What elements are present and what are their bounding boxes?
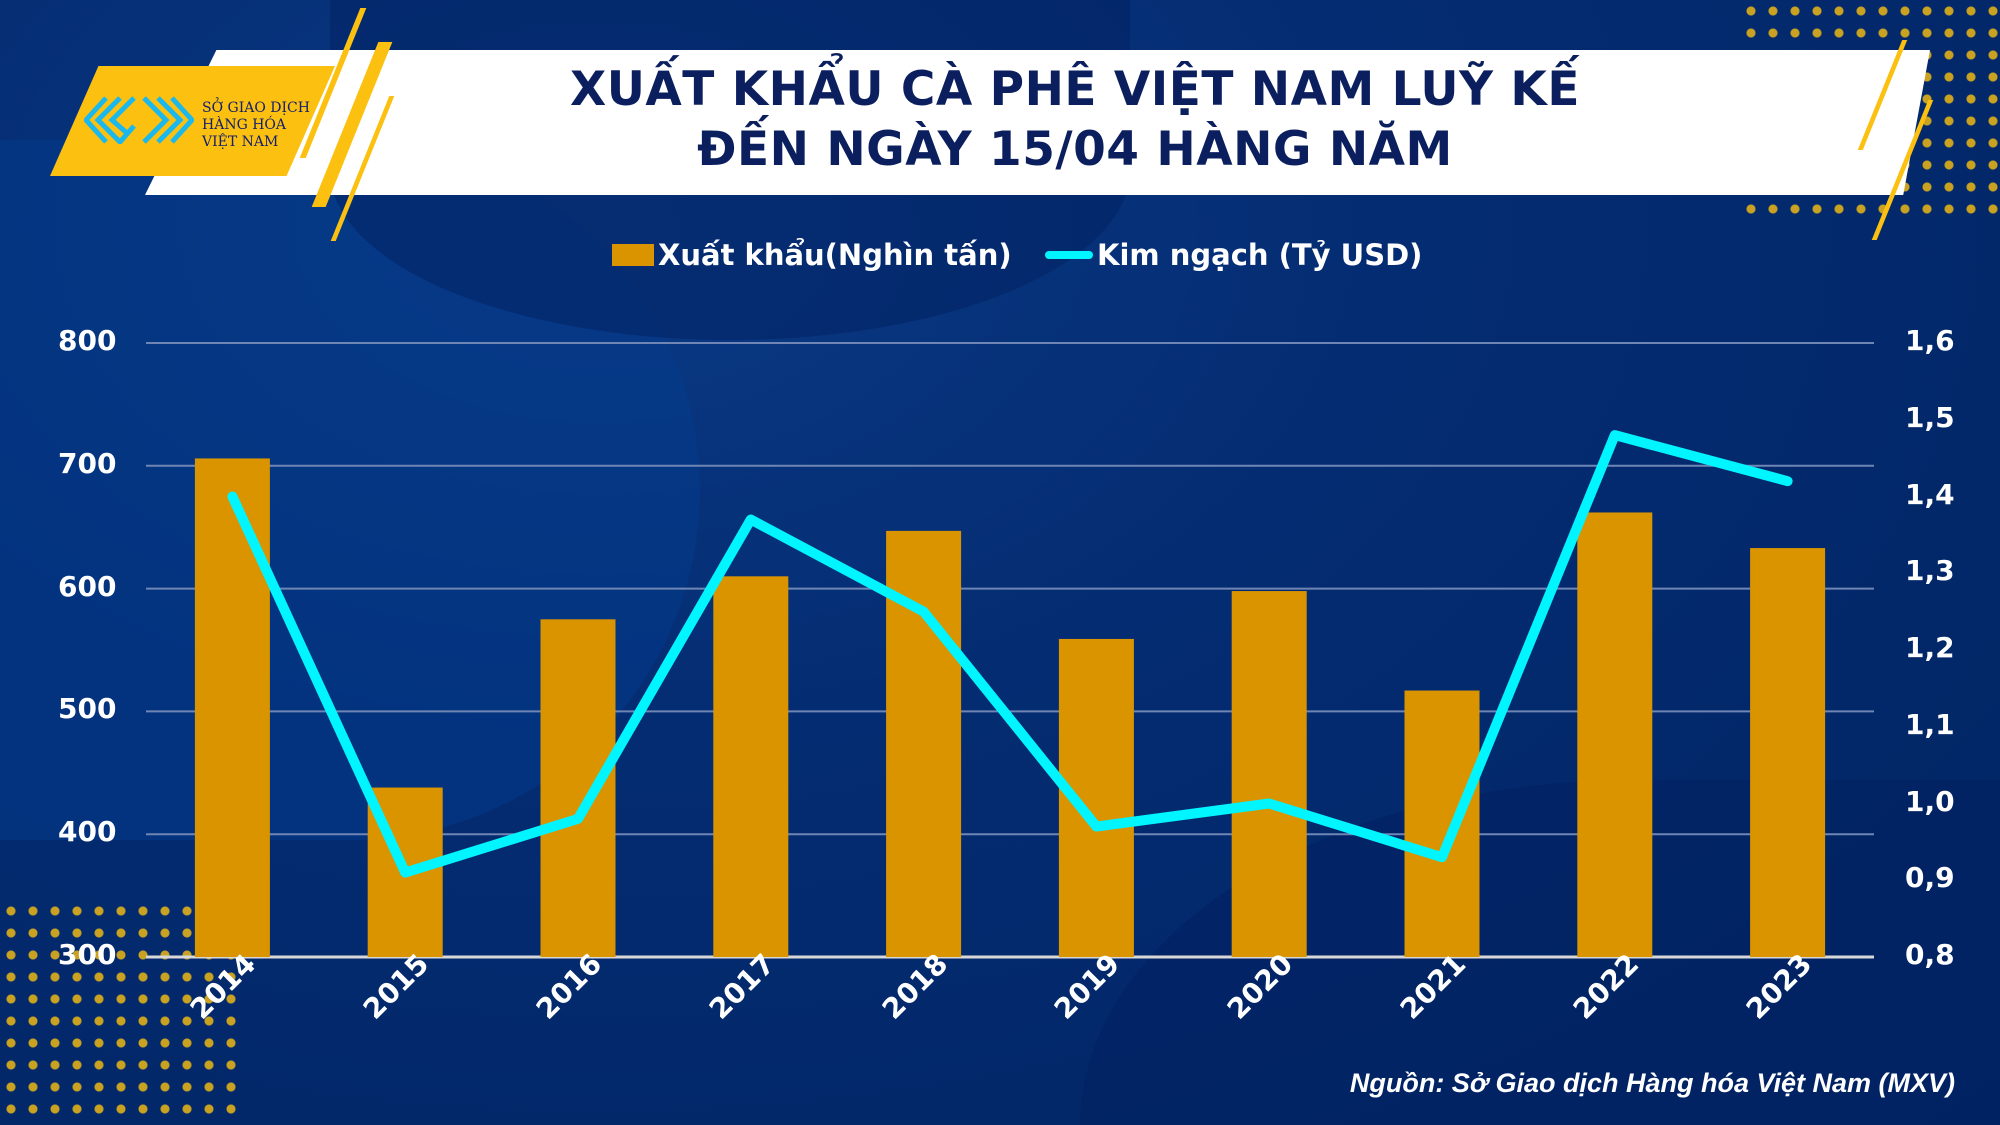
bar-2017 xyxy=(713,576,789,957)
maze-logo-icon xyxy=(84,96,194,144)
line-point-2014 xyxy=(231,495,234,498)
bar-2021 xyxy=(1404,690,1480,957)
bar-2020 xyxy=(1231,591,1307,957)
kim-ngach-line xyxy=(227,430,1793,878)
y-right-tick-label: 1,0 xyxy=(1905,784,1955,818)
y-right-tick-label: 0,9 xyxy=(1905,861,1955,895)
y-left-tick-label: 400 xyxy=(58,815,117,849)
line-point-2016 xyxy=(577,817,579,820)
legend-item-line: Kim ngạch (Tỷ USD) xyxy=(1045,238,1422,272)
y-left-tick-label: 700 xyxy=(58,446,117,480)
legend-swatch-line xyxy=(1045,251,1093,259)
y-left-tick-label: 600 xyxy=(58,569,117,603)
chart-title-line1: XUẤT KHẨU CÀ PHÊ VIỆT NAM LUỸ KẾ xyxy=(570,62,1580,117)
line-point-2022 xyxy=(1613,434,1616,437)
logo-text: SỞ GIAO DỊCH HÀNG HÓA VIỆT NAM xyxy=(202,100,310,151)
bar-2016 xyxy=(540,619,616,957)
logo-line: HÀNG HÓA xyxy=(202,117,286,133)
line-point-2023 xyxy=(1786,480,1789,483)
legend-item-bar: Xuất khẩu(Nghìn tấn) xyxy=(612,238,1012,272)
logo-line: SỞ GIAO DỊCH xyxy=(202,100,310,116)
logo-line: VIỆT NAM xyxy=(202,134,279,150)
y-right-tick-label: 0,8 xyxy=(1905,938,1955,971)
line-point-2021 xyxy=(1441,856,1443,859)
legend-label: Kim ngạch (Tỷ USD) xyxy=(1097,238,1423,272)
source-note: Nguồn: Sở Giao dịch Hàng hóa Việt Nam (M… xyxy=(1349,1068,1955,1098)
line-point-2018 xyxy=(922,610,925,613)
title-banner xyxy=(145,50,1930,195)
logo: SỞ GIAO DỊCH HÀNG HÓA VIỆT NAM xyxy=(50,66,335,176)
legend-label: Xuất khẩu(Nghìn tấn) xyxy=(658,238,1012,272)
chart-title-line2: ĐẾN NGÀY 15/04 HÀNG NĂM xyxy=(697,122,1453,177)
y-right-tick-label: 1,4 xyxy=(1905,477,1955,511)
line-point-2017 xyxy=(749,518,752,521)
legend-swatch-bar xyxy=(612,244,654,266)
y-right-tick-label: 1,6 xyxy=(1905,324,1955,357)
y-left-tick-label: 800 xyxy=(58,324,117,357)
y-left-tick-label: 300 xyxy=(58,938,117,971)
y-left-tick-label: 500 xyxy=(58,692,117,726)
bar-2022 xyxy=(1577,512,1653,957)
line-point-2019 xyxy=(1095,825,1098,828)
y-right-tick-label: 1,1 xyxy=(1905,707,1955,741)
y-right-tick-label: 1,2 xyxy=(1905,631,1955,664)
line-point-2020 xyxy=(1268,802,1271,805)
y-right-tick-label: 1,3 xyxy=(1905,554,1955,588)
line-point-2015 xyxy=(404,871,407,874)
bar-2014 xyxy=(194,458,270,957)
y-right-tick-label: 1,5 xyxy=(1905,400,1955,434)
bar-2023 xyxy=(1750,548,1826,957)
